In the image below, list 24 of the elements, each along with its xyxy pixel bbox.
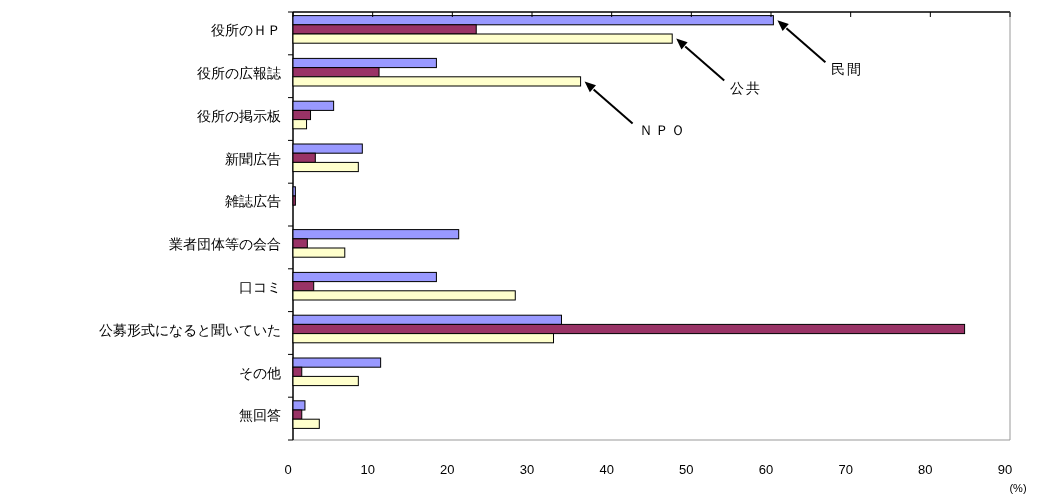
text: ＮＰＯ	[638, 122, 687, 139]
y-tick-label: 役所の掲示板	[197, 107, 281, 124]
x-tick-label: 30	[519, 462, 535, 477]
x-tick-label: 60	[758, 462, 774, 477]
x-tick-label: 0	[284, 462, 292, 477]
y-tick-label: 新聞広告	[225, 150, 281, 167]
x-tick-label: 90	[997, 462, 1013, 477]
y-tick-label: 無回答	[239, 407, 281, 424]
text: 公共	[730, 79, 763, 96]
x-tick-label: 40	[599, 462, 614, 477]
x-tick-label: 50	[679, 462, 694, 477]
y-tick-label: 公募形式になると聞いていた	[99, 321, 281, 338]
x-tick-label: 20	[440, 462, 455, 477]
y-tick-label: 業者団体等の会合	[169, 236, 281, 253]
text: 民間	[831, 61, 864, 78]
x-axis-title: (%)	[1009, 482, 1027, 494]
y-tick-label: 雑誌広告	[225, 193, 281, 210]
x-tick-label: 10	[360, 462, 375, 477]
y-tick-label: その他	[239, 364, 281, 381]
y-tick-label: 役所のＨＰ	[211, 22, 281, 39]
y-tick-label: 口コミ	[239, 278, 281, 295]
y-tick-label: 役所の広報誌	[197, 64, 281, 81]
x-tick-label: 70	[838, 462, 853, 477]
x-tick-label: 80	[918, 462, 933, 477]
